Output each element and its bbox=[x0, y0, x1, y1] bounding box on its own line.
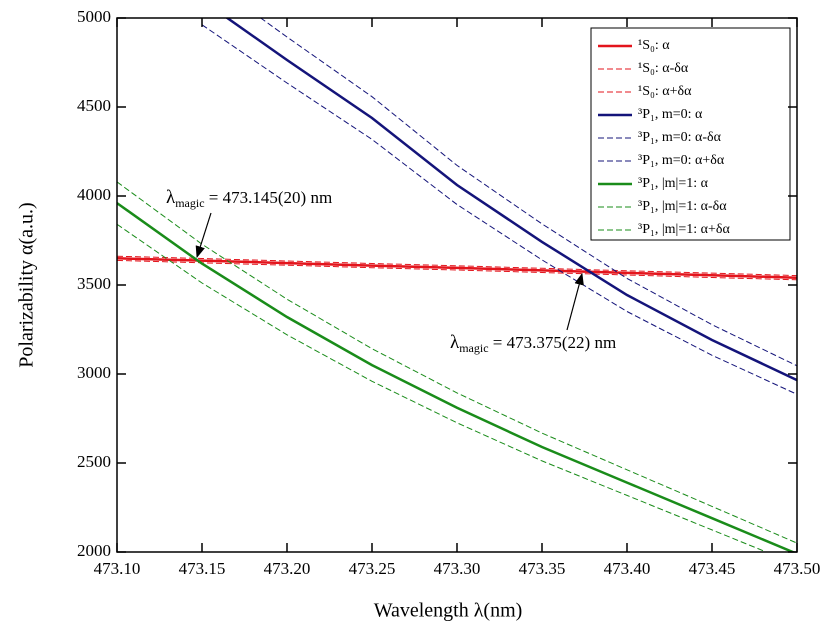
x-tick-label: 473.10 bbox=[94, 559, 141, 578]
legend-label: ³P₁, |m|=1: α bbox=[638, 176, 709, 191]
y-tick-label: 4500 bbox=[77, 96, 111, 115]
series-line bbox=[201, 24, 797, 395]
legend-label: ¹S₀: α bbox=[638, 38, 670, 53]
annotation: λmagic = 473.145(20) nm bbox=[166, 187, 332, 209]
legend-label: ¹S₀: α-δα bbox=[638, 61, 689, 76]
series-line bbox=[225, 18, 797, 382]
x-tick-label: 473.25 bbox=[349, 559, 396, 578]
plot-area bbox=[117, 18, 797, 552]
x-tick-label: 473.40 bbox=[604, 559, 651, 578]
annotation-arrow bbox=[195, 212, 212, 259]
x-tick-label: 473.30 bbox=[434, 559, 481, 578]
x-tick-label: 473.45 bbox=[689, 559, 736, 578]
series-line bbox=[117, 255, 797, 277]
legend-label: ¹S₀: α+δα bbox=[638, 84, 692, 99]
series-line bbox=[259, 18, 797, 367]
series-line bbox=[117, 202, 796, 552]
series-line bbox=[117, 181, 797, 544]
legend-label: ³P₁, |m|=1: α-δα bbox=[638, 199, 727, 214]
legend-label: ³P₁, m=0: α-δα bbox=[638, 130, 722, 145]
y-axis-label: Polarizability α(a.u.) bbox=[16, 202, 38, 367]
x-tick-label: 473.50 bbox=[774, 559, 821, 578]
annotation: λmagic = 473.375(22) nm bbox=[450, 332, 616, 354]
series-line bbox=[117, 223, 768, 552]
annotation-arrow bbox=[566, 272, 584, 331]
y-tick-label: 5000 bbox=[77, 7, 111, 26]
series-line bbox=[117, 257, 797, 279]
legend-entries: ¹S₀: α ¹S₀: α-δα ¹S₀: α+δα ³P₁, m=0: α ³P₁, … bbox=[598, 38, 730, 237]
x-tick-label: 473.20 bbox=[264, 559, 311, 578]
y-tick-label: 3500 bbox=[77, 274, 111, 293]
legend-label: ³P₁, m=0: α bbox=[638, 107, 703, 122]
y-tick-label: 2000 bbox=[77, 541, 111, 560]
y-tick-label: 2500 bbox=[77, 452, 111, 471]
x-tick-label: 473.15 bbox=[179, 559, 226, 578]
y-tick-label: 3000 bbox=[77, 363, 111, 382]
x-tick-label: 473.35 bbox=[519, 559, 566, 578]
series-line bbox=[117, 259, 797, 281]
legend-label: ³P₁, |m|=1: α+δα bbox=[638, 222, 730, 237]
legend-label: ³P₁, m=0: α+δα bbox=[638, 153, 725, 168]
y-tick-label: 4000 bbox=[77, 185, 111, 204]
legend bbox=[590, 27, 791, 241]
x-axis-label: Wavelength λ(nm) bbox=[374, 600, 523, 622]
